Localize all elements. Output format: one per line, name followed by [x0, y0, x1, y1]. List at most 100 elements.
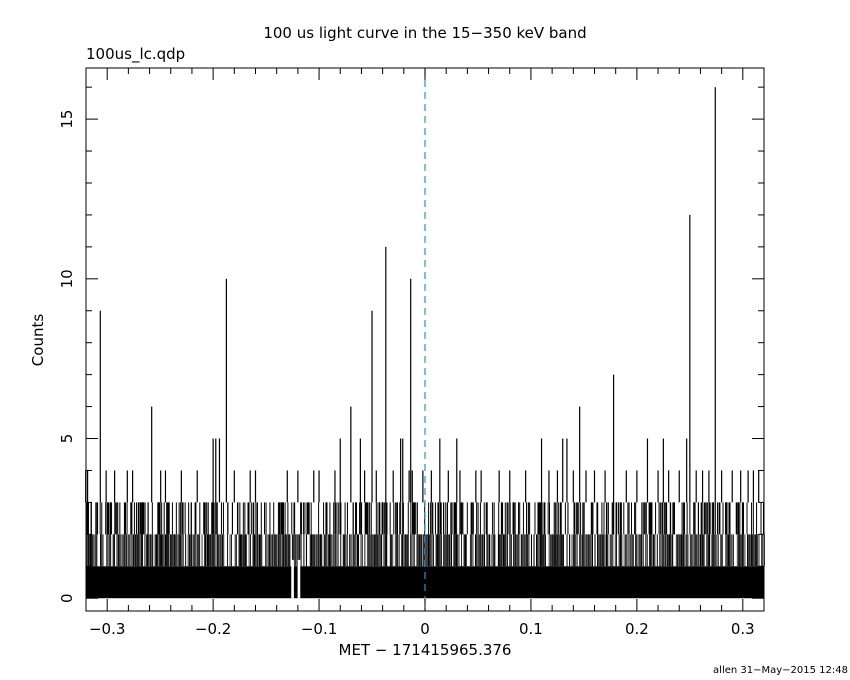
bin-2-98 [229, 534, 231, 567]
bin-2-68 [182, 534, 184, 567]
bin-2-326 [584, 534, 586, 567]
bin-2-15 [110, 534, 112, 567]
bin-2-279 [509, 534, 511, 567]
bin-2-182 [356, 534, 358, 567]
bin-2-385 [675, 534, 677, 567]
bin-2-256 [472, 534, 474, 567]
bin-2-388 [679, 534, 681, 567]
bin-2-189 [369, 534, 371, 567]
bin-2-46 [154, 534, 156, 567]
bin-2-434 [749, 534, 751, 567]
bin-2-270 [494, 534, 496, 567]
bin-2-368 [649, 534, 651, 567]
x-tick-label-6: 0.3 [731, 620, 755, 638]
bin-2-192 [373, 534, 375, 567]
bin-2-429 [741, 534, 743, 567]
bin-2-424 [733, 534, 734, 567]
bin-2-42 [148, 534, 150, 567]
bin-2-284 [516, 534, 518, 567]
bin-2-51 [161, 534, 163, 567]
bin-2-376 [661, 534, 663, 567]
background-counts-block [86, 566, 764, 599]
bin-2-39 [144, 534, 146, 567]
bin-2-320 [575, 534, 577, 567]
bin-2-359 [635, 534, 637, 567]
bin-2-380 [666, 534, 668, 567]
bin-2-160 [324, 534, 326, 567]
bin-2-80 [201, 534, 203, 567]
bin-2-340 [604, 534, 606, 567]
zero-bin-3 [298, 559, 301, 599]
bin-2-416 [720, 534, 722, 567]
bin-2-229 [429, 534, 431, 567]
bin-2-178 [351, 534, 353, 567]
bin-2-441 [758, 534, 760, 567]
bin-2-292 [528, 534, 530, 567]
bin-2-100 [234, 534, 236, 567]
bin-2-203 [391, 534, 392, 567]
bin-2-161 [326, 534, 327, 567]
bin-2-286 [520, 534, 522, 567]
bin-2-346 [614, 534, 616, 567]
bin-2-230 [430, 534, 432, 567]
bin-2-397 [692, 534, 694, 567]
bin-2-433 [748, 534, 750, 567]
bin-2-19 [117, 534, 119, 567]
bin-2-355 [628, 534, 630, 567]
bin-2-310 [557, 534, 559, 567]
bin-2-75 [194, 534, 195, 567]
bin-2-118 [261, 534, 263, 567]
bin-2-393 [686, 534, 687, 567]
bin-2-254 [469, 534, 471, 567]
bin-2-140 [293, 534, 295, 567]
bin-2-175 [346, 534, 348, 567]
zero-bin-0 [291, 559, 293, 599]
bin-2-224 [422, 534, 424, 567]
bin-2-95 [222, 534, 223, 567]
bin-2-193 [374, 534, 376, 567]
bin-2-324 [581, 534, 583, 567]
bin-2-273 [500, 534, 502, 567]
bin-2-105 [242, 534, 244, 567]
bin-2-272 [499, 534, 501, 567]
bin-2-89 [214, 534, 216, 567]
y-tick-label-2: 10 [58, 269, 76, 288]
bin-2-226 [425, 534, 427, 567]
bin-2-33 [135, 534, 137, 567]
bin-2-341 [605, 534, 608, 567]
bin-2-56 [167, 534, 169, 567]
bin-2-137 [288, 534, 290, 567]
bin-2-145 [299, 534, 301, 567]
bin-2-122 [269, 534, 271, 567]
bin-2-206 [396, 534, 398, 567]
bin-2-436 [752, 534, 754, 567]
bin-2-84 [208, 534, 210, 567]
bin-2-309 [556, 534, 558, 567]
bin-2-86 [210, 534, 212, 567]
bin-2-114 [256, 534, 258, 567]
bin-2-85 [209, 534, 211, 567]
bin-2-176 [349, 534, 350, 567]
bin-2-52 [162, 534, 164, 567]
bin-2-144 [298, 534, 300, 567]
bin-2-119 [265, 534, 267, 567]
bin-2-60 [172, 534, 174, 567]
bin-2-171 [340, 534, 342, 567]
bin-2-151 [312, 534, 314, 567]
bin-2-389 [680, 534, 682, 567]
bin-2-88 [213, 534, 215, 567]
bin-2-186 [364, 534, 366, 567]
bin-2-285 [518, 534, 520, 567]
bin-2-223 [421, 534, 423, 567]
bin-2-196 [378, 534, 380, 567]
bin-2-70 [187, 534, 189, 567]
bin-2-79 [199, 534, 201, 567]
bin-2-27 [127, 534, 129, 567]
bin-2-190 [370, 534, 372, 567]
bin-2-381 [668, 534, 670, 567]
bin-2-406 [703, 534, 705, 567]
bin-2-271 [497, 534, 500, 567]
bin-2-317 [571, 534, 573, 567]
bin-2-213 [406, 534, 408, 567]
bin-2-358 [632, 534, 634, 567]
